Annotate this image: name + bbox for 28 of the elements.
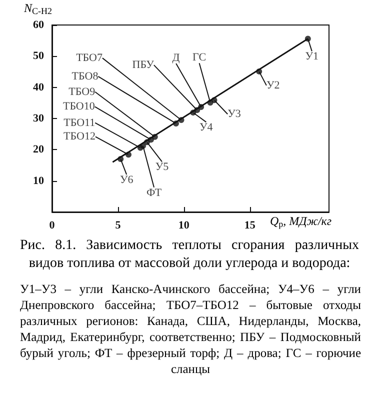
y-tick-label: 30 — [33, 112, 44, 124]
y-tick-label: 50 — [33, 50, 44, 62]
x-tick-label: 15 — [244, 220, 256, 232]
y-tick-label: 60 — [33, 19, 44, 31]
annotation: ТБО10 — [62, 100, 96, 113]
x-tick-label: 5 — [115, 220, 122, 232]
annotation: ТБО7 — [76, 52, 103, 64]
annotation: ТБО11 — [64, 116, 96, 129]
annotation: ТБО12 — [64, 130, 96, 143]
annotation: ФТ — [146, 186, 162, 199]
annotation: У1 — [305, 50, 319, 63]
annotation: У6 — [120, 174, 134, 186]
y-tick-label: 40 — [33, 81, 44, 94]
annotation: ПБУ — [132, 59, 154, 72]
text: У1–У3 – угли Канско-Ачинского бассейна; У4–У6 – угли Днепровского бассейна; ТБО7–ТБО12 – бытовые отходы различных регионов: Канада, США, Нидерланды, Москва, Мадрид, Екатеринбург, соответственно; ПБУ – Подмосковный бурый уголь; ФТ – фрезерный торф; Д – дрова; ГС – горючие сланцы — [20, 281, 361, 377]
annotation: Д — [172, 52, 180, 64]
annotation: У3 — [228, 108, 242, 120]
annotation: У4 — [199, 122, 214, 134]
annotation: ТБО8 — [72, 70, 99, 82]
x-tick-label: 0 — [49, 220, 56, 232]
text: Рис. 8.1. Зависимость теплоты сгорания различных видов топлива от массовой доли углерода и водорода: — [20, 237, 359, 273]
y-tick-label: 20 — [33, 144, 44, 156]
annotation: У2 — [266, 79, 280, 92]
annotation: ГС — [192, 52, 206, 64]
x-tick-label: 10 — [178, 220, 190, 232]
annotation: ТБО9 — [68, 86, 96, 98]
y-tick-label: 10 — [33, 174, 44, 187]
annotation: У5 — [155, 161, 170, 174]
